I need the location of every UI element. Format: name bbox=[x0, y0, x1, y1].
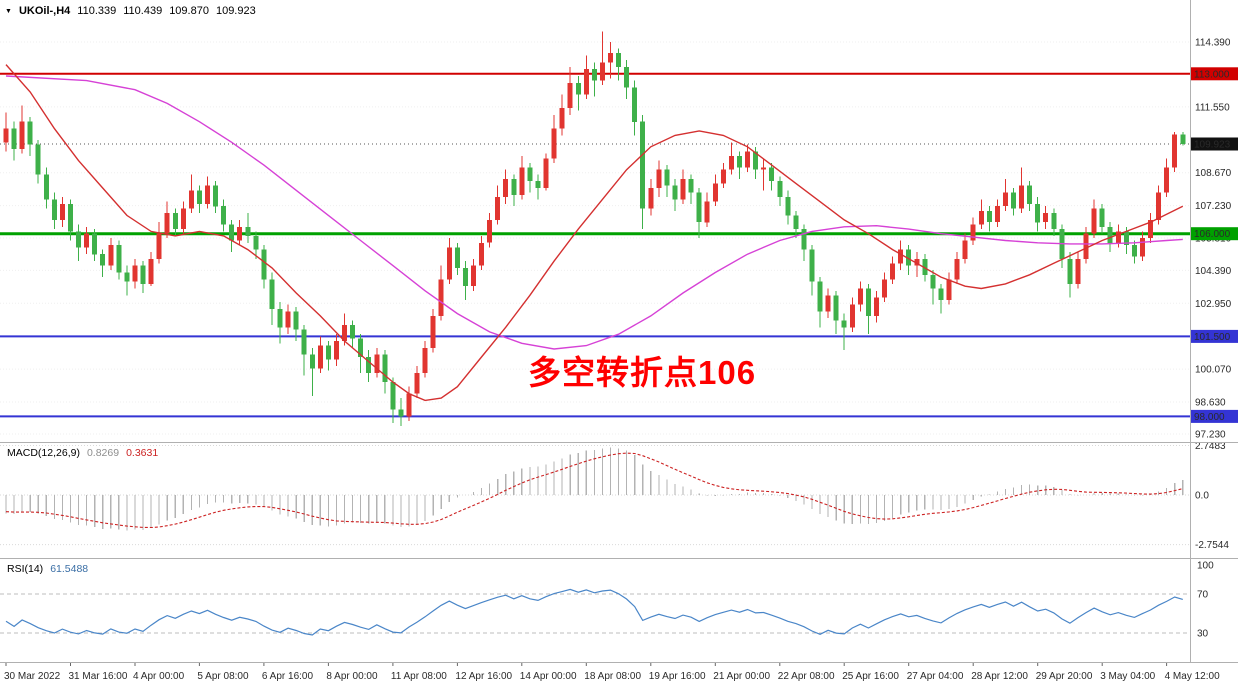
svg-text:109.923: 109.923 bbox=[1194, 140, 1231, 151]
svg-text:25 Apr 16:00: 25 Apr 16:00 bbox=[842, 671, 899, 682]
svg-text:102.950: 102.950 bbox=[1195, 299, 1232, 310]
svg-text:6 Apr 16:00: 6 Apr 16:00 bbox=[262, 671, 314, 682]
macd-signal-line bbox=[5, 452, 1183, 529]
svg-text:97.230: 97.230 bbox=[1195, 430, 1226, 441]
svg-text:19 Apr 16:00: 19 Apr 16:00 bbox=[649, 671, 706, 682]
svg-text:12 Apr 16:00: 12 Apr 16:00 bbox=[455, 671, 512, 682]
svg-text:111.550: 111.550 bbox=[1195, 102, 1230, 113]
macd-panel-separator bbox=[0, 442, 1238, 443]
svg-text:11 Apr 08:00: 11 Apr 08:00 bbox=[391, 671, 447, 682]
svg-text:108.670: 108.670 bbox=[1195, 168, 1232, 179]
high-value: 110.439 bbox=[123, 5, 163, 17]
svg-text:14 Apr 00:00: 14 Apr 00:00 bbox=[520, 671, 577, 682]
macd-signal-value: 0.3631 bbox=[126, 447, 159, 459]
macd-name: MACD(12,26,9) bbox=[7, 447, 80, 459]
ma-magenta-line bbox=[5, 75, 1183, 350]
price-axis-separator bbox=[1190, 0, 1191, 662]
symbol-label: UKOil-,H4 bbox=[18, 5, 71, 17]
svg-text:3 May 04:00: 3 May 04:00 bbox=[1100, 671, 1155, 682]
svg-text:28 Apr 12:00: 28 Apr 12:00 bbox=[971, 671, 1028, 682]
svg-text:29 Apr 20:00: 29 Apr 20:00 bbox=[1036, 671, 1093, 682]
svg-text:21 Apr 00:00: 21 Apr 00:00 bbox=[713, 671, 770, 682]
candles bbox=[3, 31, 1186, 427]
svg-text:113.000: 113.000 bbox=[1194, 69, 1230, 80]
svg-text:2.7483: 2.7483 bbox=[1195, 443, 1226, 452]
main-chart-canvas[interactable]: 114.390111.550108.670107.230105.810104.3… bbox=[0, 0, 1238, 442]
open-value: 110.339 bbox=[77, 5, 117, 17]
svg-text:98.000: 98.000 bbox=[1194, 412, 1225, 423]
svg-text:106.000: 106.000 bbox=[1194, 229, 1231, 240]
svg-text:18 Apr 08:00: 18 Apr 08:00 bbox=[584, 671, 641, 682]
svg-text:0.0: 0.0 bbox=[1195, 491, 1209, 502]
chart-annotation-text[interactable]: 多空转折点106 bbox=[528, 354, 757, 391]
macd-axis-labels: 2.7483 0.0 -2.7544 bbox=[1195, 443, 1229, 551]
rsi-name: RSI(14) bbox=[7, 563, 44, 575]
svg-text:107.230: 107.230 bbox=[1195, 201, 1232, 212]
svg-text:104.390: 104.390 bbox=[1195, 266, 1232, 277]
rsi-canvas[interactable]: 100 70 30 bbox=[0, 559, 1238, 662]
ma-red-line bbox=[5, 64, 1184, 402]
hline-price-badge: 101.500 bbox=[1191, 329, 1238, 343]
svg-text:27 Apr 04:00: 27 Apr 04:00 bbox=[907, 671, 964, 682]
time-axis-canvas[interactable]: 30 Mar 2022 31 Mar 16:00 4 Apr 00:00 5 Apr … bbox=[0, 663, 1238, 698]
svg-text:101.500: 101.500 bbox=[1194, 332, 1231, 343]
svg-text:30: 30 bbox=[1197, 629, 1209, 640]
time-axis-separator bbox=[0, 662, 1238, 663]
rsi-indicator-label: RSI(14) 61.5488 bbox=[7, 563, 88, 575]
svg-text:22 Apr 08:00: 22 Apr 08:00 bbox=[778, 671, 835, 682]
hline-price-badge: 98.000 bbox=[1191, 409, 1238, 423]
close-value: 109.923 bbox=[215, 5, 256, 17]
macd-canvas[interactable]: 2.7483 0.0 -2.7544 bbox=[0, 443, 1238, 558]
rsi-line bbox=[5, 588, 1183, 636]
rsi-panel-separator bbox=[0, 558, 1238, 559]
svg-text:70: 70 bbox=[1197, 590, 1209, 601]
svg-text:-2.7544: -2.7544 bbox=[1195, 540, 1229, 551]
svg-text:5 Apr 08:00: 5 Apr 08:00 bbox=[197, 671, 249, 682]
svg-text:8 Apr 00:00: 8 Apr 00:00 bbox=[326, 671, 378, 682]
macd-indicator-label: MACD(12,26,9) 0.8269 0.3631 bbox=[7, 447, 158, 459]
macd-histogram bbox=[5, 447, 1184, 531]
hline-price-badge: 106.000 bbox=[1191, 227, 1238, 241]
rsi-value: 61.5488 bbox=[50, 563, 89, 575]
svg-text:98.630: 98.630 bbox=[1195, 398, 1226, 409]
svg-text:31 Mar 16:00: 31 Mar 16:00 bbox=[69, 671, 128, 682]
svg-text:114.390: 114.390 bbox=[1195, 38, 1231, 49]
hline-price-badge: 113.000 bbox=[1191, 67, 1238, 81]
low-value: 109.870 bbox=[169, 5, 209, 17]
dropdown-triangle-icon: ▼ bbox=[5, 7, 12, 15]
svg-text:4 Apr 00:00: 4 Apr 00:00 bbox=[133, 671, 185, 682]
macd-main-value: 0.8269 bbox=[86, 447, 120, 459]
svg-text:100: 100 bbox=[1197, 560, 1214, 571]
svg-text:100.070: 100.070 bbox=[1195, 365, 1232, 376]
svg-text:30 Mar 2022: 30 Mar 2022 bbox=[4, 671, 61, 682]
svg-text:4 May 12:00: 4 May 12:00 bbox=[1165, 671, 1220, 682]
chart-title-bar: ▼ UKOil-,H4 110.339 110.439 109.870 109.… bbox=[5, 5, 256, 17]
current-price-badge: 109.923 bbox=[1191, 137, 1238, 151]
